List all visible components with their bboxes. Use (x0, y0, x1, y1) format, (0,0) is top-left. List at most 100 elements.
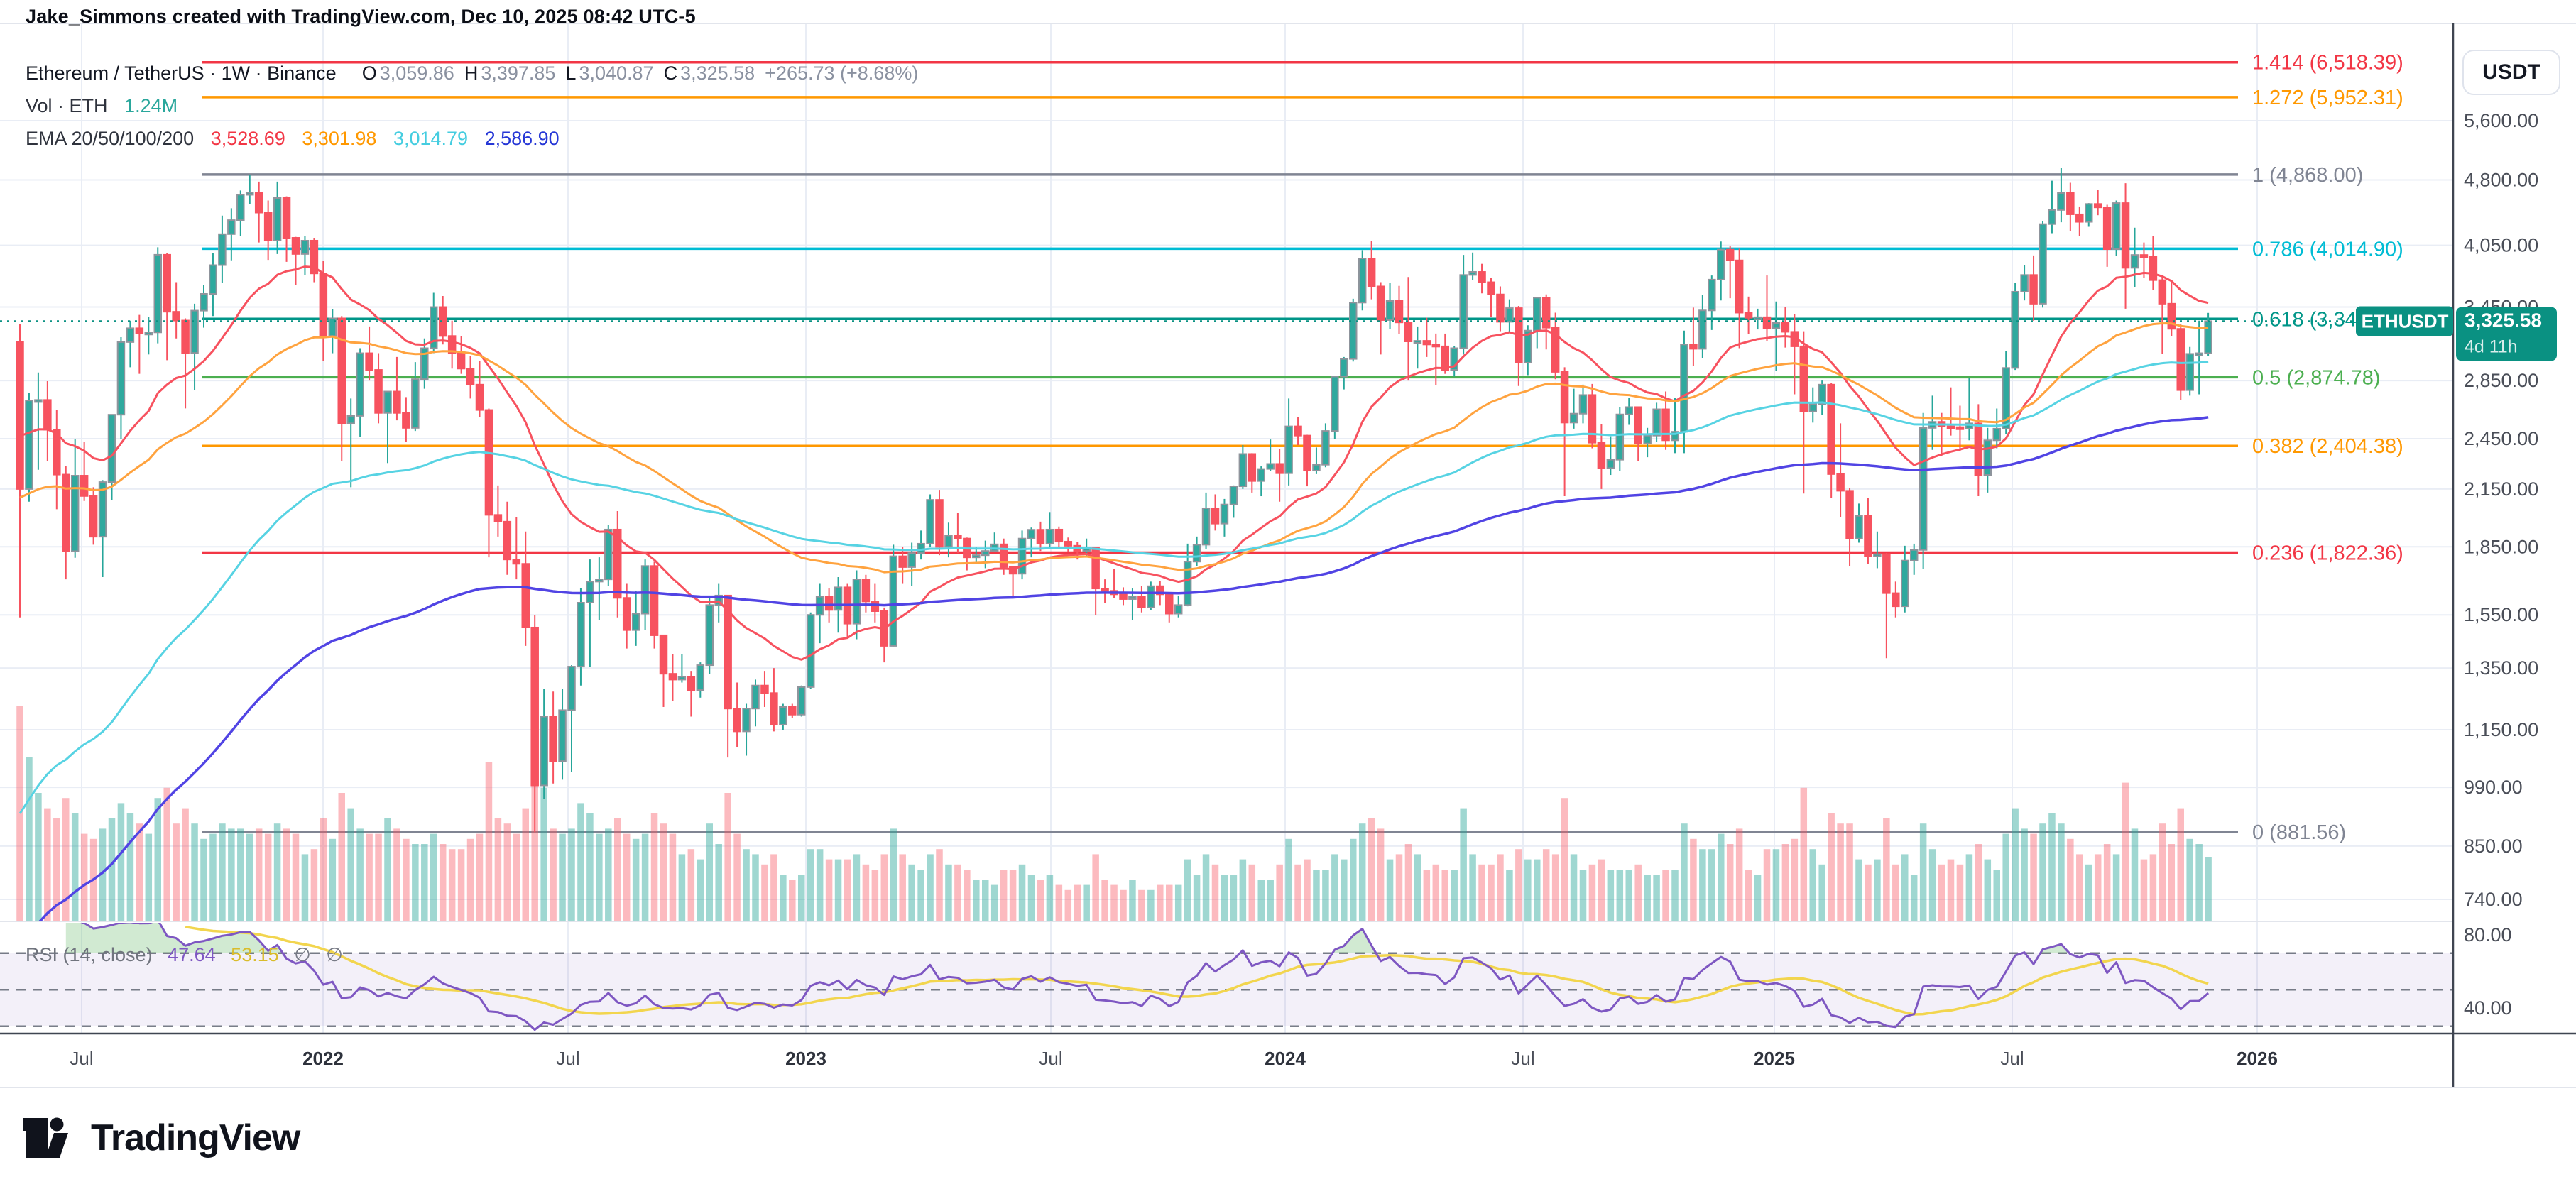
candle-body (806, 614, 815, 688)
rsi-legend-row[interactable]: RSI (14, close) 47.64 53.15 ∅ ∅ (26, 944, 343, 966)
candle-body (374, 369, 383, 414)
candle-body (852, 579, 861, 625)
candle-body (466, 368, 475, 385)
fib-label-0: 0 (881.56) (2252, 821, 2346, 844)
candle-body (475, 383, 484, 411)
candle-body (1909, 549, 1919, 561)
volume-bar (310, 849, 318, 921)
last-price-badge[interactable]: 3,325.58 4d 11h (2456, 307, 2557, 361)
volume-bar (1350, 838, 1357, 921)
candle-body (1064, 541, 1073, 547)
candle-body (80, 475, 89, 497)
price-scale[interactable]: 5,600.004,800.004,050.003,450.002,850.00… (2464, 110, 2538, 1019)
volume-bar (1000, 870, 1008, 921)
candle-body (438, 306, 447, 337)
volume-bar (1708, 849, 1715, 921)
volume-bar (1009, 870, 1017, 921)
candle-body (200, 293, 208, 312)
volume-bar (338, 793, 345, 921)
candle-body (2167, 302, 2176, 330)
volume-bar (1506, 870, 1513, 921)
candle-body (144, 332, 153, 336)
candle-body (53, 429, 61, 476)
volume-bar (264, 833, 272, 921)
currency-toggle-button[interactable]: USDT (2462, 50, 2560, 95)
time-label-Jul: Jul (2000, 1048, 2024, 1069)
candle-body (70, 475, 80, 552)
volume-bar (503, 823, 511, 921)
volume-bar (2140, 859, 2148, 921)
volume-bar (1837, 823, 1844, 921)
volume-bar (2094, 854, 2102, 921)
volume-bar (1892, 864, 1899, 921)
volume-bar (2168, 844, 2176, 921)
time-label-Jul: Jul (70, 1048, 93, 1069)
volume-bar (1781, 844, 1789, 921)
candle-body (889, 555, 897, 647)
candle-body (2158, 279, 2167, 305)
volume-bar (1064, 889, 1072, 921)
candle-body (604, 528, 613, 581)
volume-bar (1662, 870, 1669, 921)
volume-bar (209, 833, 217, 921)
candle-body (1955, 426, 1965, 430)
volume-bar (1460, 808, 1467, 921)
candle-body (770, 692, 778, 725)
volume-bar (1184, 859, 1191, 921)
volume-bar (2002, 833, 2009, 921)
candle-body (1680, 344, 1688, 433)
price-tick: 5,600.00 (2464, 110, 2538, 131)
volume-bar (1404, 844, 1412, 921)
volume-bar (347, 808, 354, 921)
candle-body (1367, 258, 1376, 287)
candle-body (1652, 408, 1661, 437)
volume-bar (246, 833, 253, 921)
volume-bar (154, 798, 161, 921)
fib-label-0.786: 0.786 (4,014.90) (2252, 238, 2403, 261)
candle-body (1331, 376, 1339, 432)
fib-retracement[interactable] (202, 60, 2238, 833)
volume-bar (660, 823, 667, 921)
volume-legend-row[interactable]: Vol · ETH 1.24M (26, 95, 178, 117)
symbol-tag-bg (2356, 306, 2453, 336)
volume-bar (1248, 864, 1256, 921)
time-scale[interactable]: Jul 2022 Jul 2023 Jul 2024 Jul 2025 Jul 2026 (70, 1048, 2278, 1069)
volume-bar (421, 844, 428, 921)
candle-body (34, 399, 43, 403)
candle-body (310, 239, 319, 275)
tradingview-logo[interactable]: TradingView (21, 1116, 300, 1160)
candle-body (493, 514, 503, 522)
volume-bar (1230, 875, 1238, 921)
candle-body (62, 473, 70, 552)
volume-bar (1726, 844, 1734, 921)
volume-bar (2021, 828, 2028, 921)
volume-bar (1671, 870, 1679, 921)
candle-body (2020, 274, 2029, 292)
candle-body (1376, 285, 1385, 321)
candle-body (1643, 434, 1652, 444)
volume-bar (1800, 787, 1808, 921)
candle-body (1017, 537, 1027, 575)
candle-body (659, 634, 668, 675)
ema-legend-row[interactable]: EMA 20/50/100/200 3,528.69 3,301.98 3,01… (26, 128, 560, 150)
candle-body (944, 535, 953, 548)
volume-bar (1331, 854, 1338, 921)
volume-bar (973, 880, 980, 921)
fib-label-1.414: 1.414 (6,518.39) (2252, 52, 2403, 75)
volume-bar (1616, 870, 1624, 921)
volume-bar (1451, 870, 1458, 921)
volume-bar (1202, 854, 1210, 921)
candle-body (724, 594, 732, 710)
low-value: 3,040.87 (579, 62, 654, 84)
candle-body (218, 233, 227, 266)
volume-bar (1423, 870, 1431, 921)
candle-body (411, 378, 420, 429)
volume-bar (1074, 884, 1081, 921)
candle-body (263, 212, 273, 241)
candle-body (1478, 271, 1486, 283)
candle-body (595, 579, 604, 583)
high-label: H (464, 62, 479, 84)
candle-body (1588, 394, 1597, 444)
symbol-legend-row[interactable]: Ethereum / TetherUS · 1W · Binance O 3,059… (26, 62, 918, 84)
